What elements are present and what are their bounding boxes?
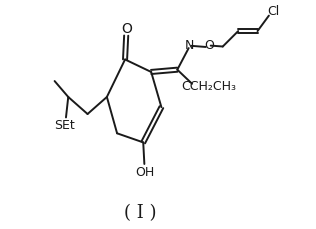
Text: ( I ): ( I ) [124,203,156,221]
Text: CCH₂CH₃: CCH₂CH₃ [182,80,237,93]
Text: N: N [185,38,194,51]
Text: O: O [204,39,214,52]
Text: O: O [122,22,132,36]
Text: OH: OH [136,165,155,178]
Text: SEt: SEt [54,119,75,132]
Text: Cl: Cl [267,5,279,18]
